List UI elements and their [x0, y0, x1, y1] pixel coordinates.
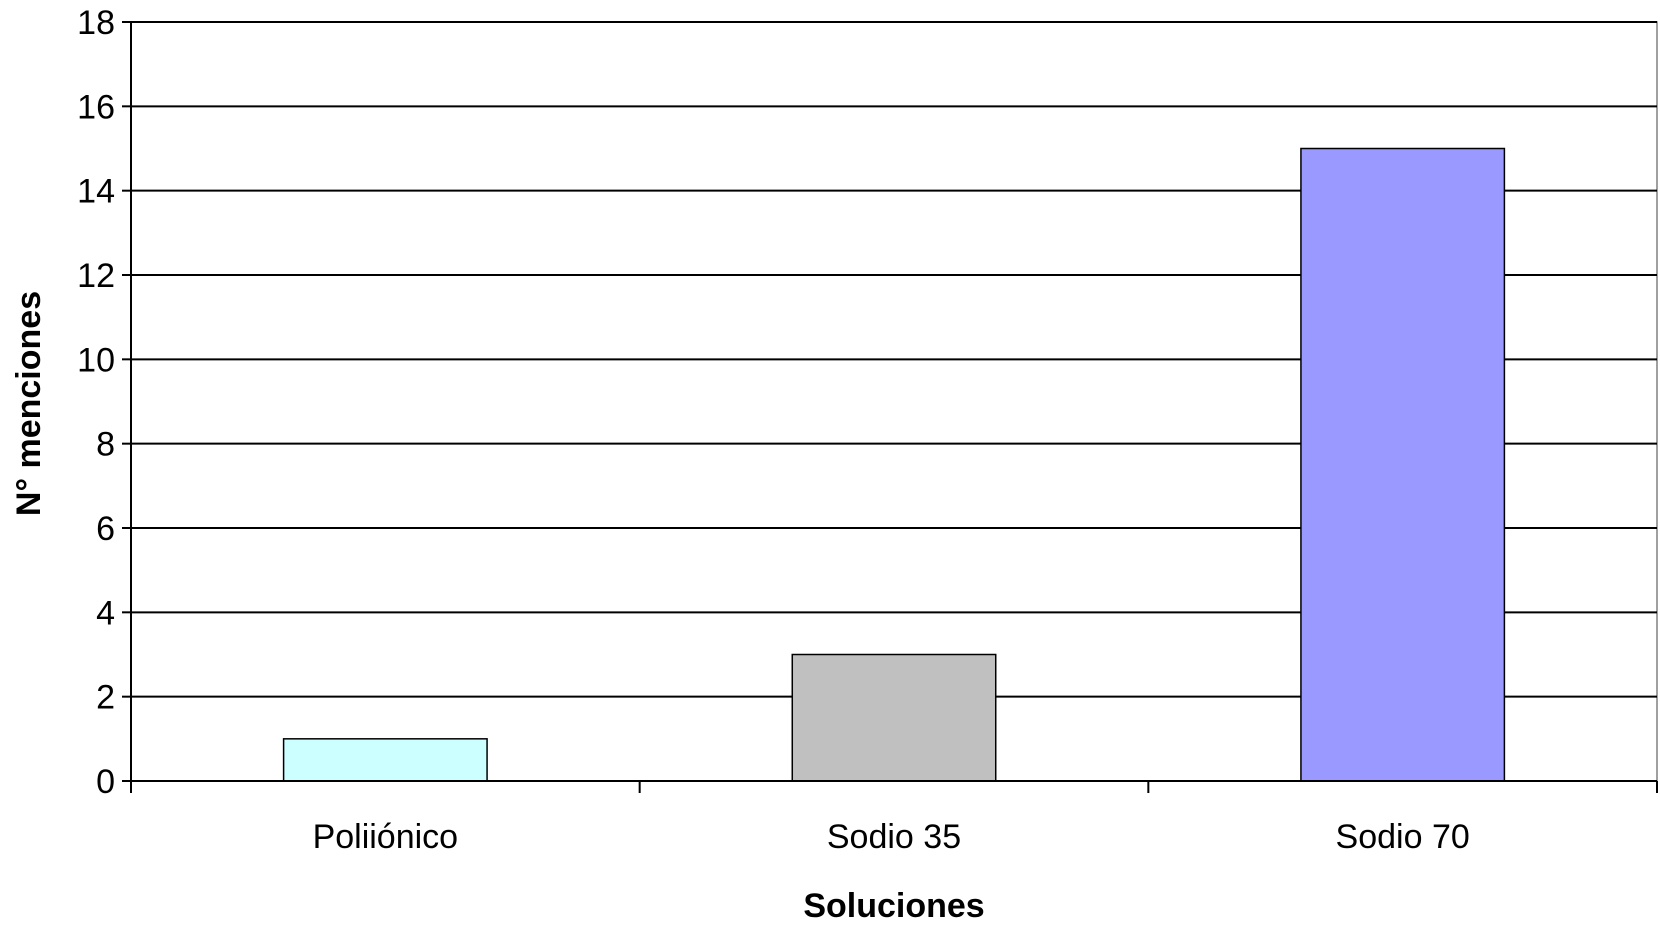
y-tick-label-4: 4 [96, 594, 115, 632]
labels: 0 2 4 6 8 10 12 14 16 18 Poliiónico Sodio 35 Sodio 7… [77, 4, 1470, 856]
bars [282, 147, 1506, 782]
bar-3 [1300, 147, 1506, 782]
x-axis-title: Soluciones [803, 887, 984, 925]
bar-2 [791, 653, 997, 782]
x-tick-label-2: Sodio 35 [827, 818, 961, 856]
y-tick-label-14: 14 [77, 173, 115, 211]
y-tick-label-2: 2 [96, 679, 115, 717]
y-tick-label-18: 18 [77, 4, 115, 42]
y-tick-label-10: 10 [77, 341, 115, 379]
y-tick-label-16: 16 [77, 88, 115, 126]
bar-1 [282, 738, 488, 782]
axes [122, 21, 1658, 793]
x-tick-label-1: Poliiónico [313, 818, 459, 856]
y-tick-label-6: 6 [96, 510, 115, 548]
y-tick-label-0: 0 [96, 763, 115, 801]
y-axis-title: N° menciones [10, 291, 48, 516]
y-tick-label-12: 12 [77, 257, 115, 295]
y-tick-label-8: 8 [96, 426, 115, 464]
x-tick-label-3: Sodio 70 [1336, 818, 1470, 856]
